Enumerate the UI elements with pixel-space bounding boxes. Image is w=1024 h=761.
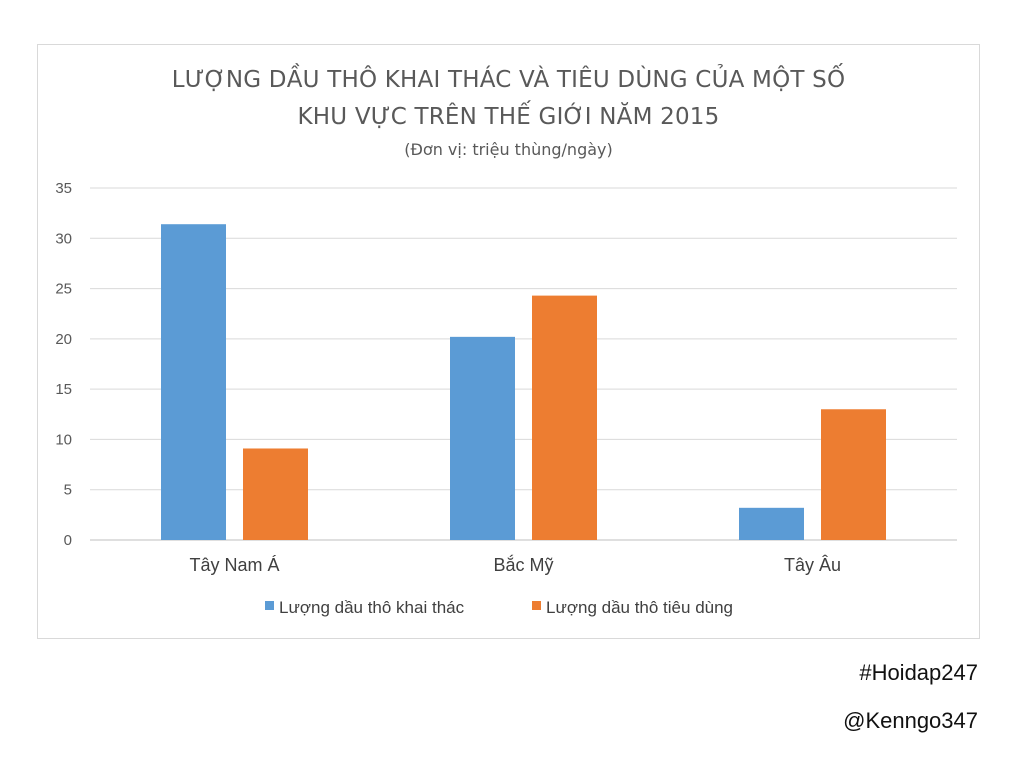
bar	[450, 336, 515, 540]
legend-label: Lượng dầu thô khai thác	[279, 598, 465, 617]
chart-title-line-1: LƯỢNG DẦU THÔ KHAI THÁC VÀ TIÊU DÙNG CỦA…	[171, 67, 846, 93]
x-tick-label: Tây Âu	[784, 555, 841, 575]
y-tick-label: 10	[55, 431, 72, 448]
y-tick-label: 25	[55, 281, 72, 298]
y-tick-label: 30	[55, 230, 72, 247]
legend-swatch	[265, 601, 274, 610]
legend-swatch	[532, 601, 541, 610]
x-tick-label: Bắc Mỹ	[493, 554, 553, 575]
bar	[739, 507, 804, 540]
y-tick-label: 15	[55, 381, 72, 398]
y-tick-label: 0	[64, 532, 72, 549]
watermark-hashtag: #Hoidap247	[859, 660, 978, 685]
y-tick-label: 35	[55, 180, 72, 197]
bar	[532, 295, 597, 540]
y-tick-label: 5	[64, 482, 72, 499]
bar	[243, 448, 308, 540]
legend-label: Lượng dầu thô tiêu dùng	[546, 598, 733, 617]
y-tick-label: 20	[55, 331, 72, 348]
chart-subtitle: (Đơn vị: triệu thùng/ngày)	[404, 140, 613, 159]
bar	[161, 224, 226, 540]
watermark-handle: @Kenngo347	[843, 708, 978, 733]
bar	[821, 409, 886, 540]
chart-title-line-2: KHU VỰC TRÊN THẾ GIỚI NĂM 2015	[297, 104, 720, 130]
x-tick-label: Tây Nam Á	[189, 555, 279, 575]
